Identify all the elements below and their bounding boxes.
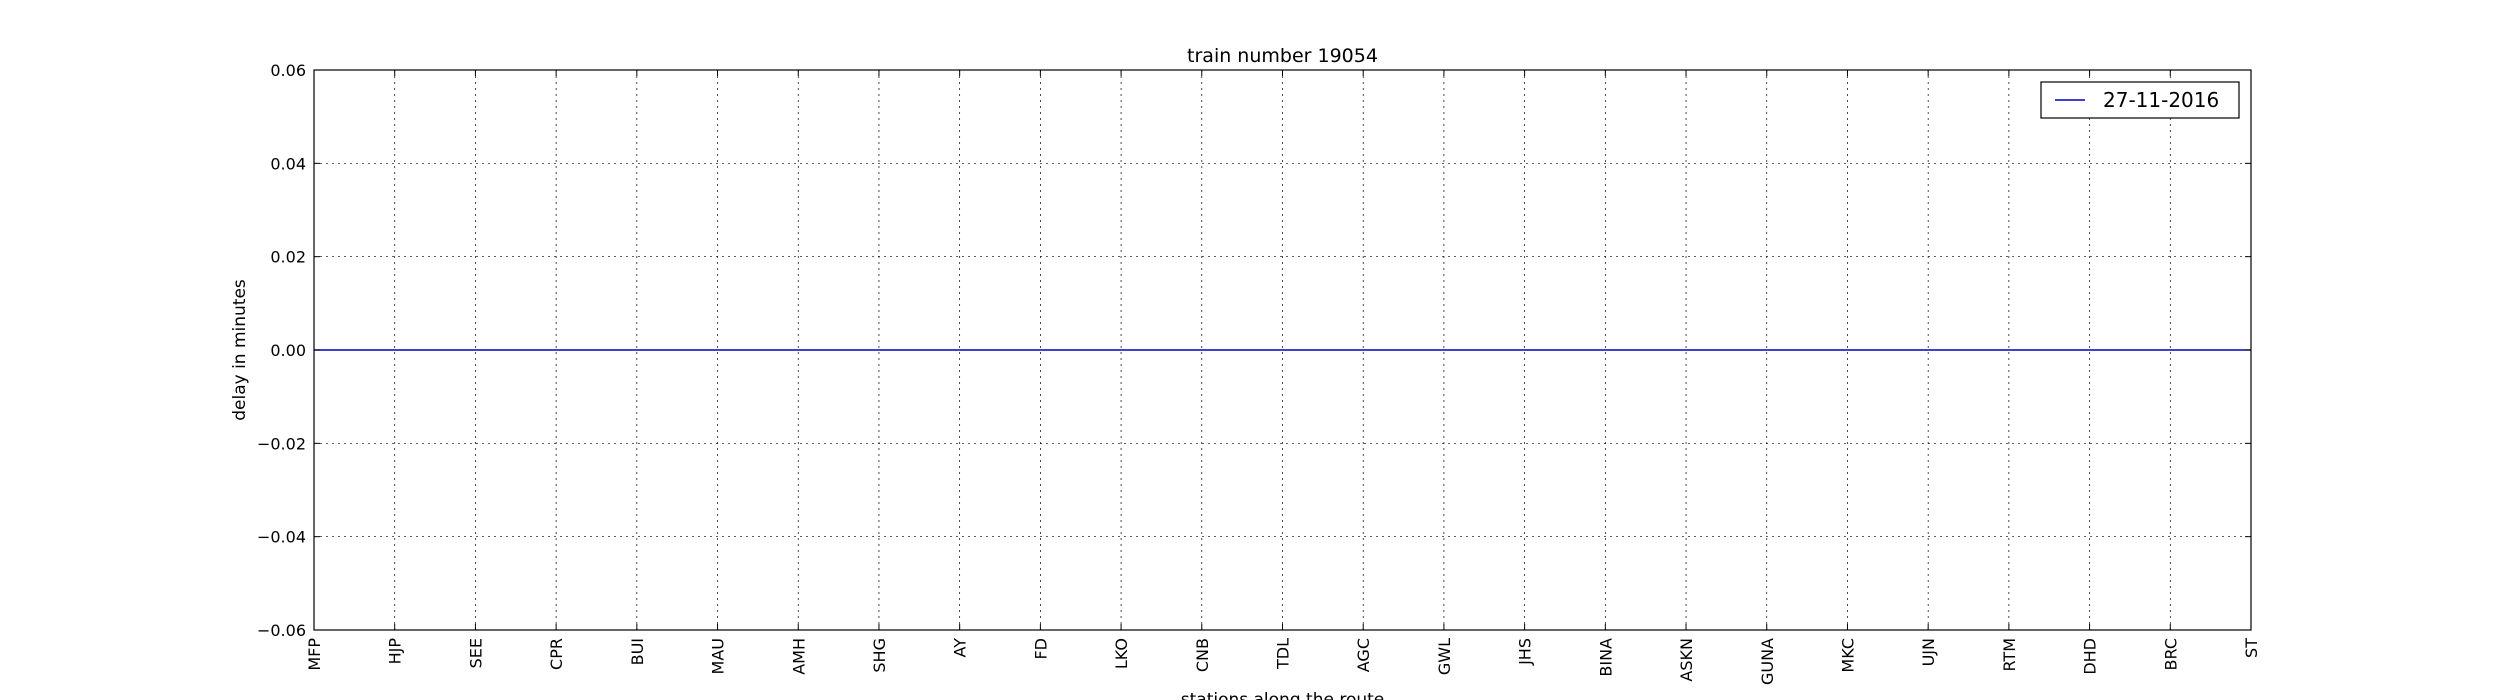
x-tick-label: SEE bbox=[466, 638, 485, 668]
y-tick-label: 0.00 bbox=[270, 341, 306, 360]
legend: 27-11-2016 bbox=[2040, 81, 2240, 119]
x-tick-label: CNB bbox=[1193, 638, 1212, 672]
x-tick-label: ST bbox=[2242, 638, 2261, 658]
y-tick-label: 0.02 bbox=[270, 248, 306, 267]
x-tick-label: MFP bbox=[305, 638, 324, 671]
x-tick-label: BUI bbox=[628, 638, 647, 665]
x-tick-label: CPR bbox=[547, 638, 566, 670]
x-tick-label: HJP bbox=[386, 638, 405, 665]
y-tick-label: −0.04 bbox=[257, 528, 306, 547]
x-tick-label: RTM bbox=[2000, 638, 2019, 672]
x-tick-label: TDL bbox=[1274, 638, 1293, 670]
x-tick-label: MKC bbox=[1838, 638, 1857, 673]
x-tick-label: MAU bbox=[709, 638, 728, 674]
x-tick-label: UJN bbox=[1919, 638, 1938, 666]
x-tick-label: BRC bbox=[2161, 638, 2180, 670]
x-axis-label: stations along the route bbox=[1181, 690, 1385, 700]
x-tick-label: SHG bbox=[870, 638, 889, 673]
y-tick-label: −0.06 bbox=[257, 621, 306, 640]
y-tick-label: 0.06 bbox=[270, 61, 306, 80]
legend-entry: 27-11-2016 bbox=[2103, 88, 2219, 112]
chart-title: train number 19054 bbox=[1187, 45, 1378, 67]
x-tick-label: FD bbox=[1031, 638, 1050, 660]
x-axis-ticks: MFP HJP SEE CPR BUI MAU AMH SHG AY FD LKO CNB TDL AGC… bbox=[305, 70, 2261, 685]
y-axis-label: delay in minutes bbox=[230, 279, 250, 421]
x-tick-label: ASKN bbox=[1677, 638, 1696, 682]
x-tick-label: BINA bbox=[1596, 638, 1615, 677]
y-tick-label: −0.02 bbox=[257, 434, 306, 453]
x-tick-label: AGC bbox=[1354, 638, 1373, 672]
x-tick-label: GUNA bbox=[1758, 638, 1777, 685]
y-tick-label: 0.04 bbox=[270, 154, 306, 173]
x-tick-label: JHS bbox=[1516, 638, 1535, 666]
x-tick-label: AMH bbox=[789, 638, 808, 675]
x-tick-label: LKO bbox=[1112, 638, 1131, 669]
y-axis-ticks: 0.06 0.04 0.02 0.00 −0.02 −0.04 −0.06 bbox=[257, 61, 2251, 640]
x-tick-label: DHD bbox=[2081, 638, 2100, 675]
x-tick-label: AY bbox=[951, 638, 970, 658]
x-tick-label: GWL bbox=[1435, 638, 1454, 675]
